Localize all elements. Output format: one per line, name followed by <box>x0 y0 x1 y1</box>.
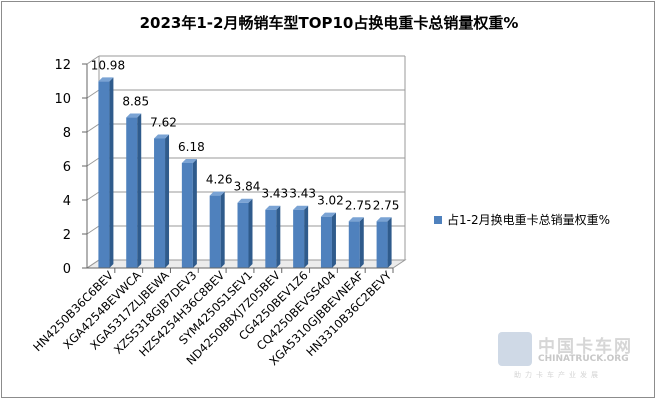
data-label: 6.18 <box>178 140 205 154</box>
y-tick-label: 10 <box>54 92 71 107</box>
bar-side <box>137 113 142 268</box>
bar-top <box>209 191 225 196</box>
bar-top <box>181 158 197 163</box>
bar-top <box>265 205 281 210</box>
bar <box>237 202 249 268</box>
gridline-depth <box>86 123 100 133</box>
bar-side <box>165 134 170 268</box>
watermark: 中国卡车网 CHINATRUCK.ORG 助力卡车产业发展 <box>498 332 638 380</box>
watermark-logo-icon <box>498 332 532 366</box>
bar-top <box>126 113 142 118</box>
gridline-depth <box>86 225 100 235</box>
y-tick-label: 6 <box>63 160 71 175</box>
bar <box>320 216 332 268</box>
bar <box>126 117 138 268</box>
bar-top <box>348 217 364 222</box>
bar-top <box>293 205 309 210</box>
y-tick-label: 4 <box>63 194 71 209</box>
bar-side <box>109 77 114 268</box>
data-label: 7.62 <box>150 115 177 129</box>
chart-title: 2023年1-2月畅销车型TOP10占换电重卡总销量权重% <box>139 14 519 32</box>
data-label: 8.85 <box>122 95 149 109</box>
bar-top <box>154 134 170 139</box>
gridline-depth <box>86 157 100 167</box>
bar <box>181 162 193 268</box>
bar-top <box>98 77 114 82</box>
gridline-depth <box>86 89 100 99</box>
bar <box>376 221 388 268</box>
watermark-sub: 助力卡车产业发展 <box>514 371 602 379</box>
legend: 占1-2月换电重卡总销量权重% <box>434 211 610 228</box>
bar <box>265 209 277 268</box>
data-label: 3.84 <box>234 180 261 194</box>
legend-label: 占1-2月换电重卡总销量权重% <box>447 213 611 227</box>
bar-side <box>276 205 281 268</box>
bar-side <box>220 191 225 268</box>
bar-side <box>359 217 364 268</box>
data-label: 3.02 <box>317 194 344 208</box>
y-tick-label: 2 <box>63 228 71 243</box>
y-tick-label: 8 <box>63 126 71 141</box>
bar-top <box>320 212 336 217</box>
bar-side <box>304 205 309 268</box>
y-tick-label: 12 <box>54 58 71 73</box>
data-label: 3.43 <box>261 187 288 201</box>
bar <box>348 221 360 268</box>
bar <box>154 138 166 268</box>
bar-side <box>331 212 336 268</box>
data-label: 4.26 <box>206 173 233 187</box>
bar <box>98 81 110 268</box>
bar <box>209 195 221 268</box>
data-label: 2.75 <box>345 198 372 212</box>
bar <box>293 209 305 268</box>
y-tick-label: 0 <box>63 262 71 277</box>
gridline-depth <box>86 191 100 201</box>
data-label: 10.98 <box>91 58 125 72</box>
bar-side <box>192 158 197 268</box>
gridline-depth <box>86 259 100 269</box>
bar-side <box>387 217 392 268</box>
data-label: 2.75 <box>373 198 400 212</box>
bar-top <box>237 198 253 203</box>
watermark-cn: 中国卡车网 <box>538 337 633 357</box>
watermark-en: CHINATRUCK.ORG <box>538 354 629 364</box>
bar-side <box>248 198 253 268</box>
bar-top <box>376 217 392 222</box>
gridline-depth <box>86 55 100 65</box>
data-label: 3.43 <box>289 187 316 201</box>
legend-swatch <box>434 215 442 224</box>
